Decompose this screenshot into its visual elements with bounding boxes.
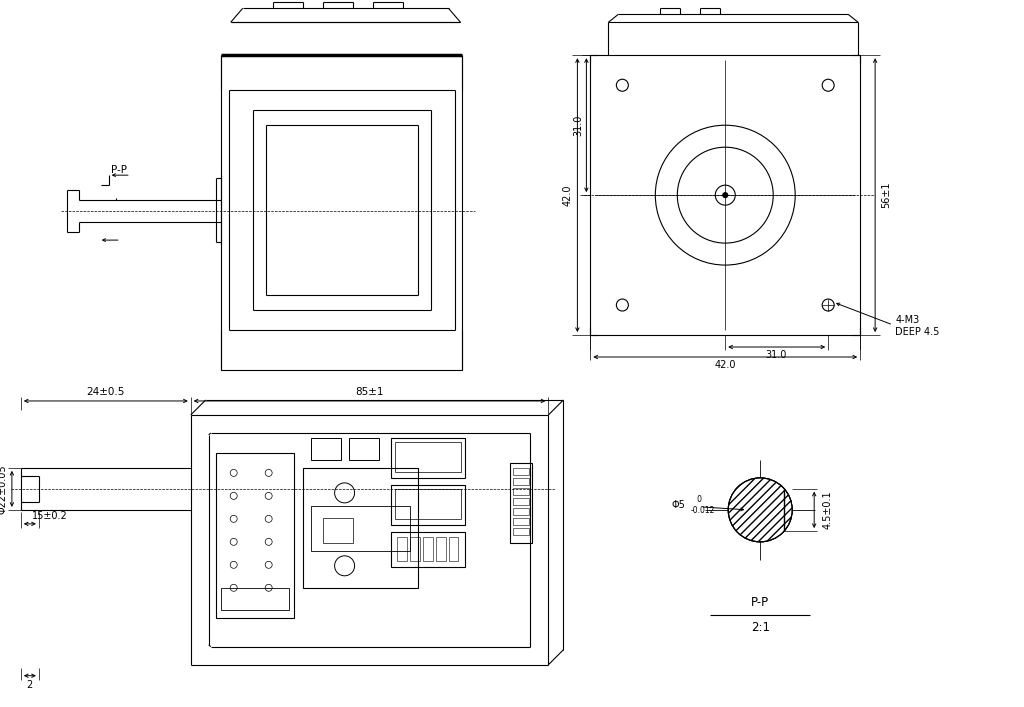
Text: P-P: P-P xyxy=(111,165,127,175)
Text: 0: 0 xyxy=(690,496,702,504)
Bar xyxy=(394,489,462,519)
Bar xyxy=(513,488,529,495)
Text: 15±0.2: 15±0.2 xyxy=(32,511,68,521)
Bar xyxy=(513,478,529,485)
Text: DEEP 4.5: DEEP 4.5 xyxy=(895,327,939,337)
Text: 4.5±0.1: 4.5±0.1 xyxy=(822,491,833,529)
Bar xyxy=(390,485,466,525)
Bar xyxy=(310,506,410,551)
Text: 85±1: 85±1 xyxy=(355,387,384,397)
Text: P-P: P-P xyxy=(752,596,769,609)
Bar xyxy=(410,537,420,561)
Bar xyxy=(348,438,379,460)
Text: 42.0: 42.0 xyxy=(715,360,736,370)
Text: 42.0: 42.0 xyxy=(562,185,572,206)
Bar xyxy=(449,537,459,561)
Bar xyxy=(423,537,432,561)
Bar xyxy=(216,453,294,618)
Bar xyxy=(513,528,529,534)
Bar xyxy=(394,442,462,472)
Bar xyxy=(390,438,466,478)
Text: 2:1: 2:1 xyxy=(751,621,770,634)
Circle shape xyxy=(728,478,793,542)
Circle shape xyxy=(723,192,728,198)
Bar xyxy=(396,537,407,561)
Bar xyxy=(303,468,418,588)
Bar xyxy=(513,508,529,515)
Text: 31.0: 31.0 xyxy=(766,350,786,360)
Text: 31.0: 31.0 xyxy=(573,115,584,136)
Bar xyxy=(513,518,529,525)
Text: Φ22±0.05: Φ22±0.05 xyxy=(0,464,8,514)
Bar xyxy=(510,463,532,543)
Text: -0.012: -0.012 xyxy=(690,506,715,515)
Text: 56±1: 56±1 xyxy=(881,182,891,209)
Bar xyxy=(310,438,341,460)
Bar xyxy=(435,537,445,561)
Bar xyxy=(390,532,466,567)
Bar xyxy=(323,518,352,543)
Circle shape xyxy=(728,478,793,542)
Bar xyxy=(513,468,529,475)
Bar xyxy=(221,588,289,609)
Text: 24±0.5: 24±0.5 xyxy=(87,387,125,397)
Text: 4-M3: 4-M3 xyxy=(895,315,920,325)
Text: Φ5: Φ5 xyxy=(672,500,685,510)
Bar xyxy=(513,498,529,505)
Text: 2: 2 xyxy=(27,679,33,690)
